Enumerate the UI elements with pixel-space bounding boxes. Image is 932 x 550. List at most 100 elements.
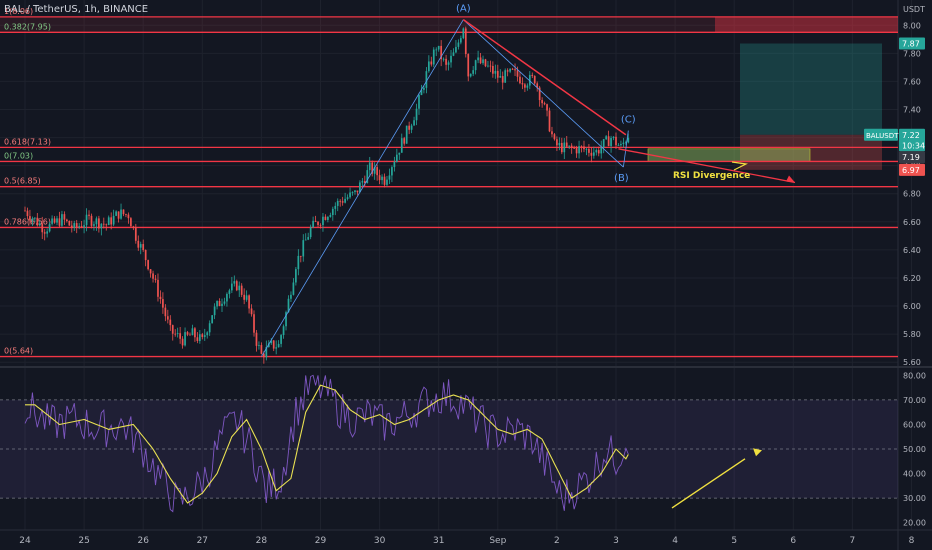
candle-body xyxy=(361,181,364,183)
fib-label: 0.382(7.95) xyxy=(4,22,51,31)
candle-body xyxy=(602,139,605,148)
rsi-divergence-arrow xyxy=(753,448,762,457)
descending-trendline xyxy=(462,19,627,136)
x-tick-label: 7 xyxy=(850,536,856,546)
candle-body xyxy=(233,281,236,284)
candle-body xyxy=(112,215,115,225)
price-tag-text: 7.87 xyxy=(902,40,920,49)
candle-body xyxy=(245,295,248,300)
candle-body xyxy=(578,146,580,154)
candle-body xyxy=(253,314,255,333)
candle-body xyxy=(46,231,49,234)
candle-body xyxy=(292,282,295,295)
candle-body xyxy=(302,240,305,257)
candle-body xyxy=(226,293,228,302)
price-tag-text: 7.19 xyxy=(902,153,920,162)
candle-body xyxy=(26,210,29,217)
candle-body xyxy=(482,59,484,64)
wave-line-1 xyxy=(261,19,464,357)
candle-body xyxy=(38,223,41,226)
candle-body xyxy=(595,150,598,153)
candle-body xyxy=(413,120,415,126)
price-tag xyxy=(899,37,925,50)
candle-body xyxy=(36,217,39,226)
candle-body xyxy=(371,162,374,174)
candle-body xyxy=(213,306,216,316)
x-tick-label: 3 xyxy=(613,536,619,546)
candle-body xyxy=(415,108,418,121)
candle-body xyxy=(280,335,282,344)
candle-body xyxy=(430,61,433,65)
fib-label: 0.786(6.56) xyxy=(4,217,51,226)
candle-body xyxy=(221,303,223,307)
candle-body xyxy=(590,152,593,156)
candle-body xyxy=(366,170,369,183)
candle-body xyxy=(110,217,113,225)
candle-body xyxy=(455,46,457,53)
candle-body xyxy=(432,49,435,65)
candle-body xyxy=(570,145,573,148)
candle-body xyxy=(235,281,238,291)
candle-body xyxy=(331,208,334,216)
candle-body xyxy=(41,223,44,233)
candle-body xyxy=(494,70,497,74)
rsi-tick-label: 30.00 xyxy=(903,494,926,503)
candle-body xyxy=(85,214,88,226)
candle-body xyxy=(317,221,319,226)
candle-body xyxy=(287,298,290,313)
candle-body xyxy=(585,148,588,150)
x-tick-label: 31 xyxy=(433,536,444,546)
candle-body xyxy=(373,167,376,174)
candle-body xyxy=(255,332,258,346)
candle-body xyxy=(144,249,147,261)
price-tag xyxy=(899,128,925,141)
candle-body xyxy=(395,154,398,162)
candle-body xyxy=(179,333,181,339)
candle-body xyxy=(243,294,246,300)
fib-label: 0.5(6.85) xyxy=(4,177,41,186)
candle-body xyxy=(457,42,460,47)
candle-body xyxy=(31,218,34,221)
candle-body xyxy=(479,57,482,64)
x-tick-label: 25 xyxy=(78,536,89,546)
candle-body xyxy=(386,179,388,185)
candle-body xyxy=(612,136,615,138)
candle-body xyxy=(68,220,71,226)
candle-body xyxy=(329,215,332,217)
candle-body xyxy=(351,192,354,193)
resistance-band xyxy=(0,16,715,33)
rsi-tick-label: 70.00 xyxy=(903,396,926,405)
candle-body xyxy=(336,200,339,206)
candle-body xyxy=(154,278,157,280)
position-zones xyxy=(0,16,898,170)
candle-body xyxy=(405,125,408,144)
fib-label: 0.618(7.13) xyxy=(4,137,51,146)
candle-body xyxy=(378,175,381,181)
candle-body xyxy=(319,225,322,226)
y-tick-label: 7.40 xyxy=(903,106,921,115)
candle-body xyxy=(492,65,494,74)
candle-body xyxy=(607,136,610,147)
divergence-arrow xyxy=(731,161,748,171)
x-tick-label: 29 xyxy=(315,536,327,546)
candle-body xyxy=(487,65,489,67)
candle-body xyxy=(290,294,292,299)
wave-line-3 xyxy=(622,130,629,168)
y-tick-label: 7.60 xyxy=(903,77,921,86)
symbol-tag-text: BALUSDT xyxy=(866,132,899,140)
rsi-divergence-label: RSI Divergence xyxy=(673,171,750,181)
candle-body xyxy=(524,84,526,88)
candle-body xyxy=(102,223,105,225)
candle-body xyxy=(223,301,226,304)
candle-body xyxy=(605,136,608,140)
candle-body xyxy=(496,70,499,78)
wave-label-b: (B) xyxy=(614,173,629,184)
candle-body xyxy=(66,219,68,221)
candle-body xyxy=(620,144,622,146)
candle-body xyxy=(627,137,630,143)
candle-body xyxy=(198,334,201,342)
candle-body xyxy=(489,65,492,67)
candle-body xyxy=(309,227,312,238)
rsi-tick-label: 50.00 xyxy=(903,445,926,454)
